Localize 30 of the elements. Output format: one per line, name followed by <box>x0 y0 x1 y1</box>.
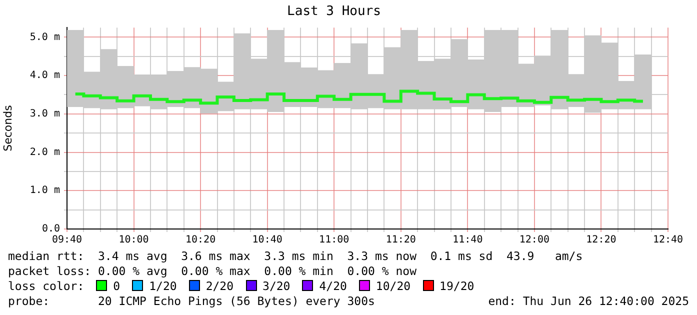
text: loss color: <box>8 279 84 293</box>
text: 1/20 <box>149 279 177 293</box>
text: 4/20 <box>319 279 347 293</box>
text: 19/20 <box>440 279 474 293</box>
text: 3/20 <box>262 279 290 293</box>
y-tick-label: 3.0 m <box>30 108 60 120</box>
text: end: Thu Jun 26 12:40:00 2025 <box>488 294 689 309</box>
x-tick-label: 12:00 <box>519 234 550 246</box>
text: probe: 20 ICMP Echo Pings (56 Bytes) every 300s <box>8 294 375 308</box>
text: 2/20 <box>206 279 234 293</box>
y-tick-label: 0.0 <box>42 224 60 235</box>
x-tick-label: 10:20 <box>185 234 216 246</box>
x-tick-label: 10:40 <box>252 234 282 246</box>
text: 0 <box>113 279 120 293</box>
y-tick-label: 5.0 m <box>30 32 60 43</box>
x-tick-label: 11:40 <box>452 234 483 246</box>
x-tick-label: 11:00 <box>319 234 350 246</box>
x-tick-label: 10:00 <box>118 234 149 246</box>
y-tick-label: 2.0 m <box>30 146 60 158</box>
text: median rtt: 3.4 ms avg 3.6 ms max 3.3 ms min 3.3 ms now 0.1 ms sd 43.9 am/s <box>8 249 584 264</box>
text: 10/20 <box>376 279 411 293</box>
y-tick-label: 1.0 m <box>30 185 60 196</box>
text: packet loss: 0.00 % avg 0.00 % max 0.00 % min 0.00 % now <box>8 264 418 279</box>
x-tick-label: 11:20 <box>386 234 416 246</box>
y-tick-label: 4.0 m <box>30 70 60 82</box>
x-tick-label: 09:40 <box>52 234 82 246</box>
chart-title: Last 3 Hours <box>287 4 381 20</box>
x-tick-label: 12:20 <box>586 234 616 246</box>
y-axis-title: Seconds <box>1 104 14 152</box>
x-tick-label: 12:40 <box>652 234 684 246</box>
